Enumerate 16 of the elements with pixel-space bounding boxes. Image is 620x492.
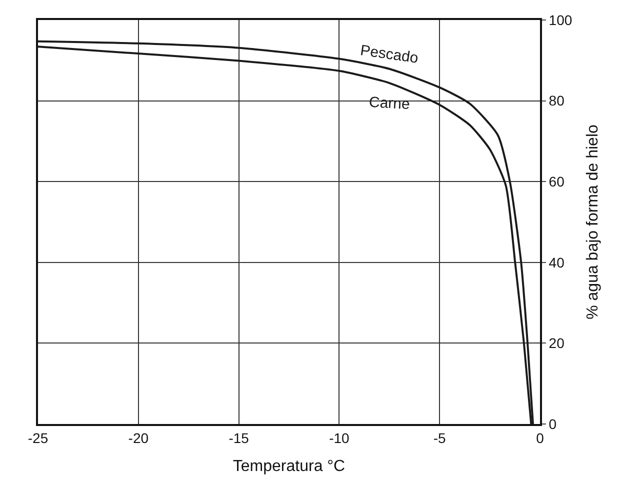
x-tick-label: -25 [28,430,48,446]
x-axis-title: Temperatura °C [232,458,346,475]
series-label: Carne [368,94,410,114]
x-tick-label: -20 [128,430,149,446]
x-tick-label: -5 [433,430,446,446]
text: Pescado [359,42,420,67]
y-tick-label: 0 [548,416,557,432]
y-tick-label: 60 [548,174,565,190]
x-tick-label: -10 [329,430,350,446]
y-axis-title: % agua bajo forma de hielo [584,124,602,320]
y-tick-label: 80 [548,92,565,109]
y-tick-label: 40 [548,254,565,270]
y-tick-label: 100 [548,12,572,28]
x-tick-label: 0 [536,430,544,446]
y-tick-label: 20 [548,335,565,352]
x-tick-label: -15 [228,430,250,446]
